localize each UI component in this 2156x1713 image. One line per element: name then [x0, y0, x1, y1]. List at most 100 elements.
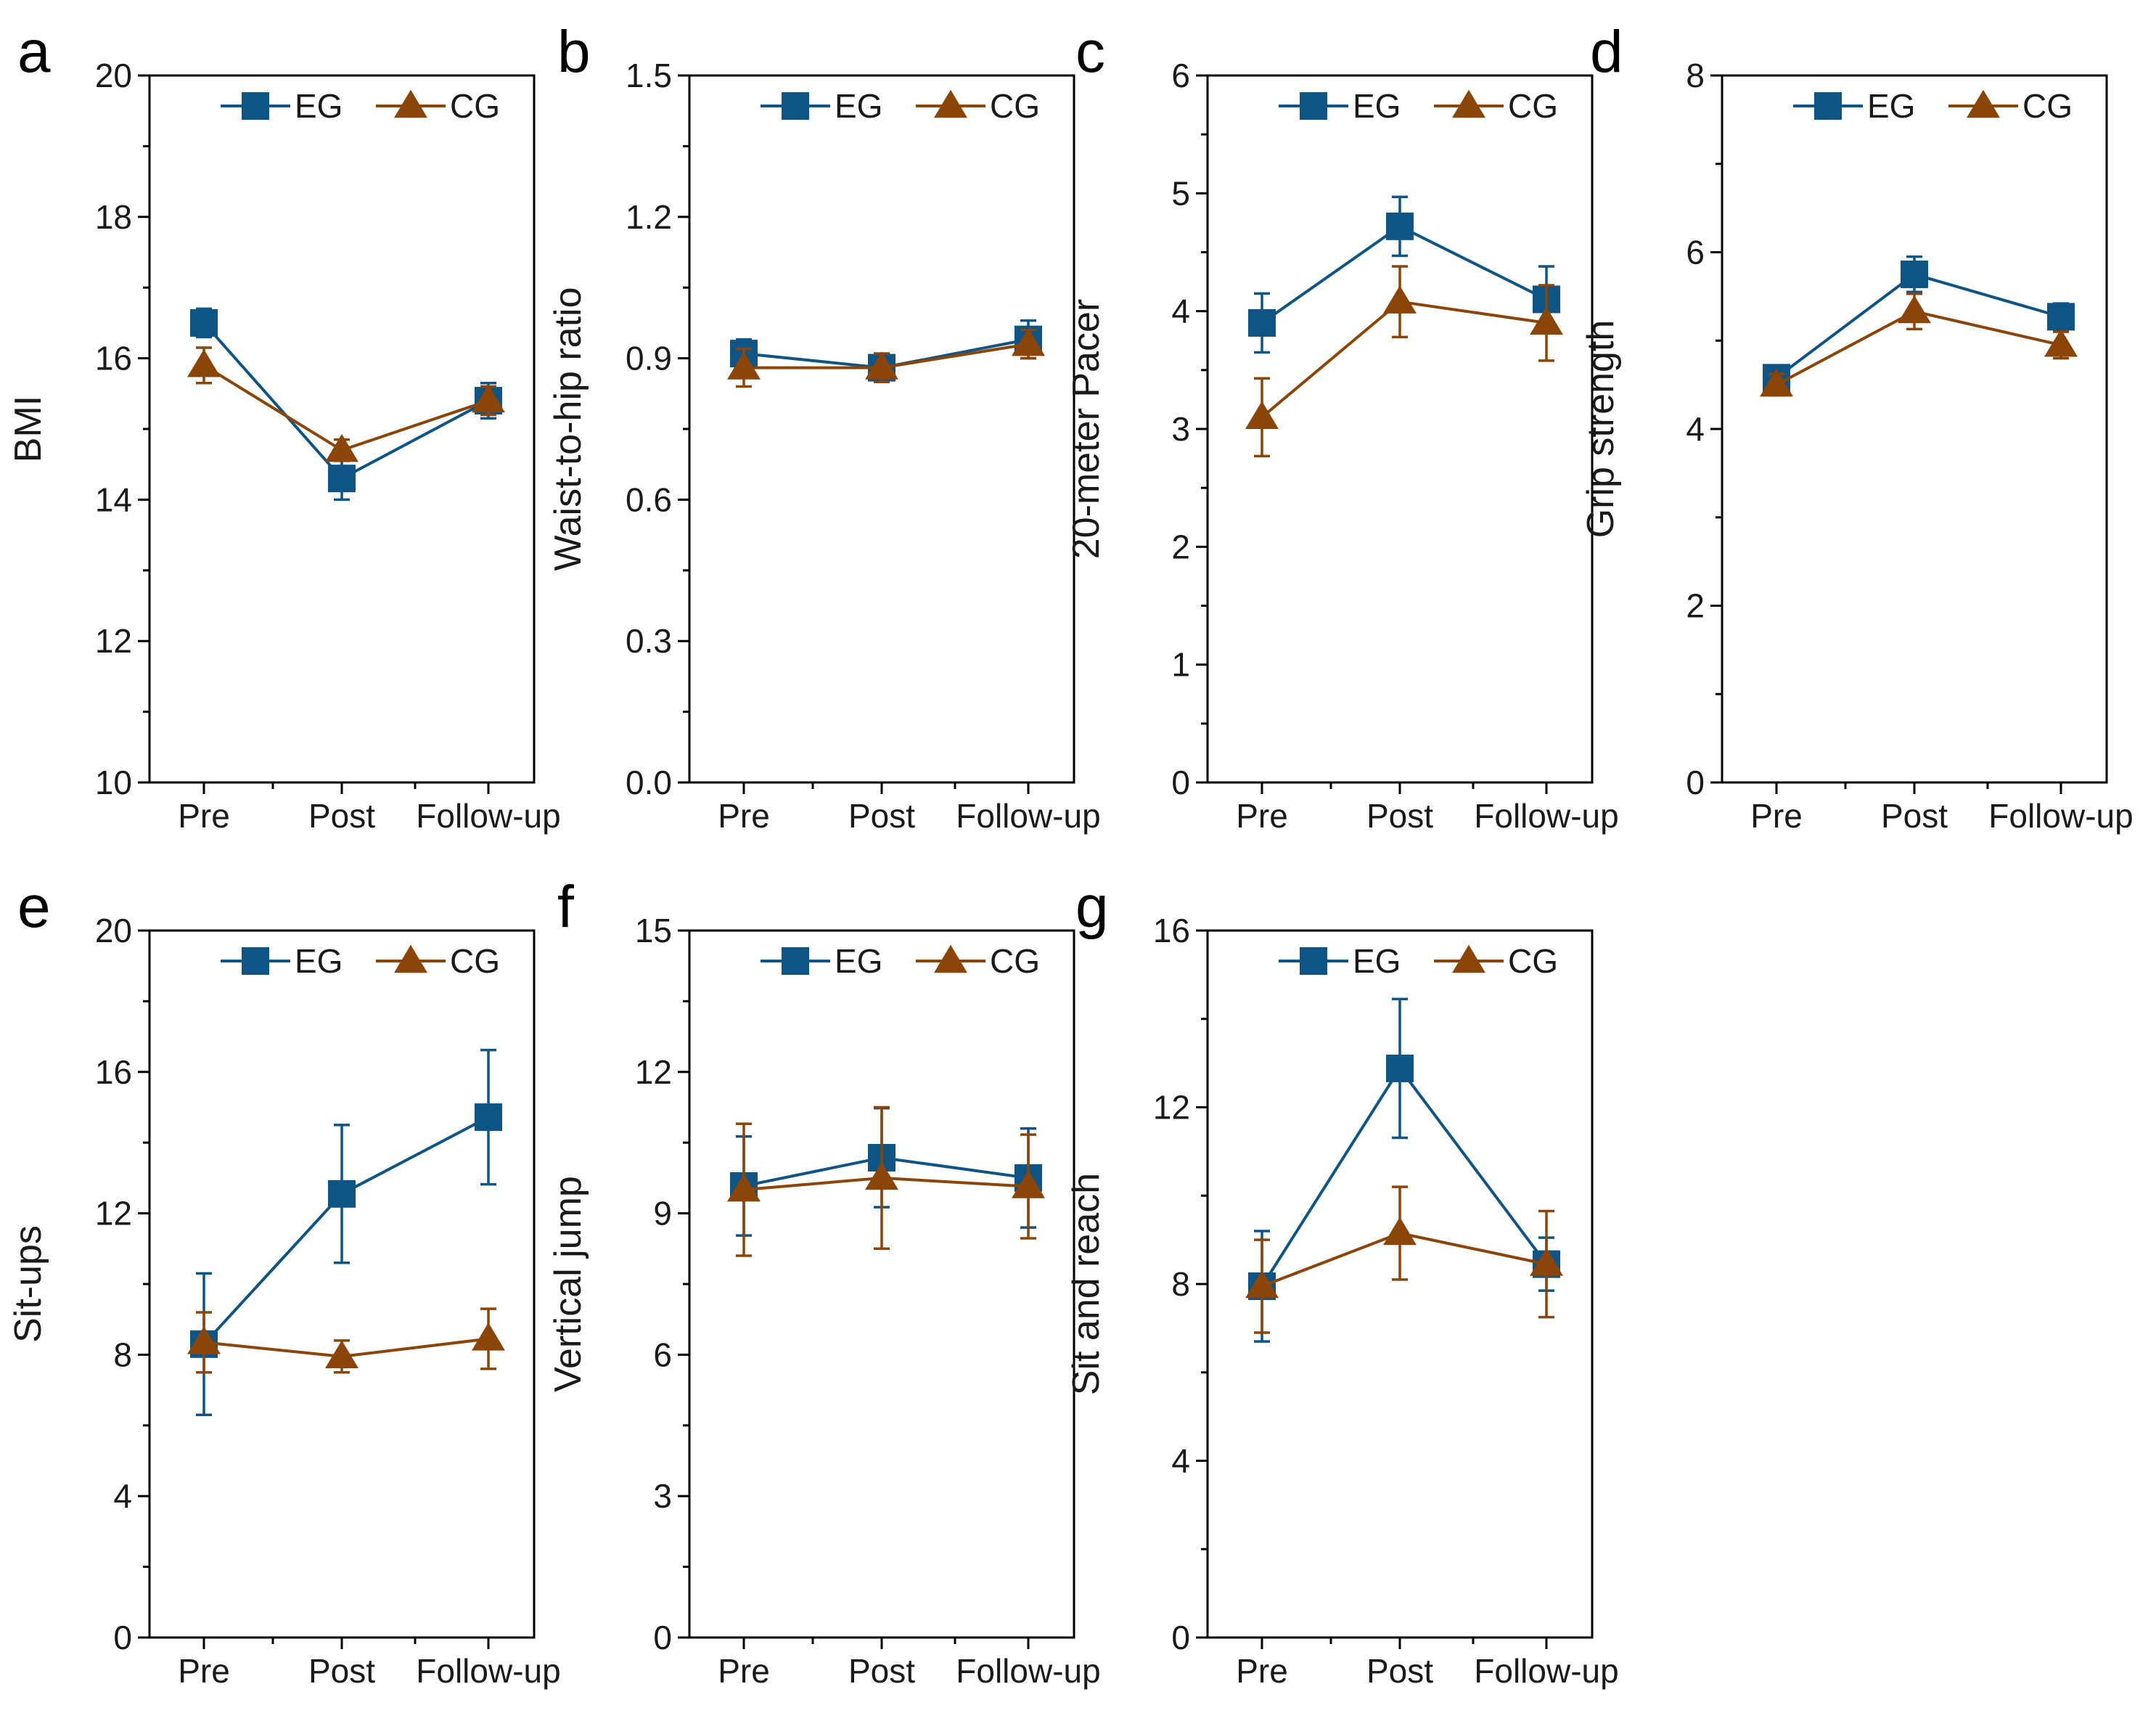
- y-tick-label: 0: [1171, 764, 1190, 801]
- legend-label-cg: CG: [450, 87, 500, 125]
- data-point-cg: [2044, 329, 2078, 357]
- data-point-cg: [1383, 1217, 1417, 1246]
- legend-marker-cg: [1452, 89, 1485, 118]
- legend-marker-cg: [394, 89, 427, 118]
- y-tick-label: 1.5: [626, 57, 672, 94]
- legend-label-eg: EG: [1353, 87, 1401, 125]
- legend-marker-cg: [394, 944, 427, 973]
- x-tick-label: Pre: [1236, 797, 1288, 835]
- x-tick-label: Post: [308, 797, 375, 835]
- y-tick-label: 0: [1686, 764, 1705, 801]
- data-point-cg: [1012, 1170, 1045, 1198]
- legend: EG CG: [1793, 87, 2073, 125]
- data-point-cg: [325, 433, 358, 462]
- y-tick-label: 18: [95, 198, 132, 236]
- data-point-eg: [328, 1180, 356, 1208]
- y-tick-label: 12: [635, 1053, 672, 1091]
- series-EG: [190, 307, 502, 502]
- series-line: [1261, 300, 1547, 419]
- x-tick-label: Follow-up: [956, 797, 1100, 835]
- y-tick-label: 5: [1171, 174, 1190, 212]
- data-point-eg: [1386, 1054, 1414, 1082]
- series-CG: [727, 327, 1045, 388]
- series-line: [202, 364, 489, 452]
- y-tick-label: 20: [95, 912, 132, 949]
- panel-letter: e: [17, 874, 51, 940]
- y-tick-label: 0.0: [626, 764, 672, 801]
- data-point-cg: [472, 1322, 505, 1351]
- data-point-cg: [1898, 295, 1931, 324]
- y-tick-label: 0.6: [626, 481, 672, 518]
- data-point-eg: [1248, 308, 1276, 337]
- data-point-eg: [328, 465, 356, 493]
- series-EG: [1248, 997, 1560, 1343]
- x-tick-label: Pre: [718, 797, 770, 835]
- legend: EG CG: [221, 942, 500, 980]
- y-tick-label: 2: [1686, 587, 1705, 625]
- x-tick-label: Follow-up: [416, 1652, 560, 1690]
- legend-marker-cg: [934, 89, 967, 118]
- y-tick-label: 15: [635, 912, 672, 949]
- legend: EG CG: [1279, 942, 1558, 980]
- y-tick-label: 12: [1153, 1089, 1190, 1127]
- y-tick-label: 4: [1171, 1442, 1190, 1480]
- x-tick-label: Follow-up: [1988, 797, 2133, 835]
- y-tick-label: 20: [95, 57, 132, 94]
- x-tick-label: Follow-up: [1474, 1652, 1618, 1690]
- chart-panel-e: 0 4 8 12 16 20 Pre Post Follow-up Sit-ups e EG CG: [7, 874, 561, 1690]
- legend-marker-eg: [782, 92, 809, 120]
- data-point-cg: [1245, 1270, 1279, 1299]
- legend-label-eg: EG: [1353, 942, 1401, 980]
- legend-label-eg: EG: [1867, 87, 1915, 125]
- chart-panel-d: 0 2 4 6 8 Pre Post Follow-up Grip strength d EG CG: [1580, 19, 2134, 835]
- legend-marker-cg: [1452, 944, 1485, 973]
- x-tick-label: Pre: [1236, 1652, 1288, 1690]
- y-axis-title: Sit and reach: [1065, 1173, 1107, 1395]
- legend: EG CG: [761, 87, 1040, 125]
- y-tick-label: 8: [113, 1336, 132, 1373]
- legend-label-cg: CG: [990, 942, 1040, 980]
- y-tick-label: 12: [95, 622, 132, 660]
- panel-letter: b: [557, 19, 591, 85]
- series-CG: [1760, 292, 2078, 397]
- legend: EG CG: [1279, 87, 1558, 125]
- y-tick-label: 16: [95, 340, 132, 377]
- legend-label-cg: CG: [450, 942, 500, 980]
- y-tick-label: 4: [113, 1477, 132, 1515]
- y-tick-label: 3: [653, 1477, 672, 1515]
- y-tick-label: 6: [653, 1336, 672, 1373]
- y-axis-title: Waist-to-hip ratio: [547, 287, 589, 571]
- legend-label-eg: EG: [835, 87, 882, 125]
- data-point-cg: [1245, 401, 1279, 429]
- panel-letter: a: [17, 19, 51, 85]
- legend-marker-eg: [242, 92, 269, 120]
- data-point-eg: [1901, 260, 1928, 288]
- x-tick-label: Follow-up: [956, 1652, 1100, 1690]
- x-tick-label: Post: [1366, 797, 1433, 835]
- legend-marker-eg: [1814, 92, 1842, 120]
- data-point-eg: [190, 308, 218, 337]
- x-tick-label: Pre: [1750, 797, 1803, 835]
- y-axis-title: BMI: [7, 396, 49, 462]
- plot-frame: [148, 929, 536, 1639]
- y-tick-label: 16: [95, 1053, 132, 1091]
- legend-label-cg: CG: [1508, 942, 1558, 980]
- panel-letter: d: [1590, 19, 1623, 85]
- series-line: [1261, 1066, 1548, 1288]
- y-axis-title: 20-meter Pacer: [1065, 299, 1107, 559]
- legend-marker-cg: [1967, 89, 2000, 118]
- y-axis-title: Grip strength: [1580, 320, 1622, 539]
- y-axis-title: Vertical jump: [547, 1176, 589, 1392]
- x-tick-label: Post: [848, 1652, 915, 1690]
- legend-label-cg: CG: [1508, 87, 1558, 125]
- y-tick-label: 8: [1686, 57, 1705, 94]
- x-tick-label: Follow-up: [1474, 797, 1618, 835]
- plot-frame: [148, 74, 536, 784]
- panel-letter: g: [1075, 874, 1109, 940]
- series-CG: [187, 346, 505, 462]
- data-point-eg: [475, 1103, 502, 1132]
- legend: EG CG: [221, 87, 500, 125]
- y-tick-label: 0: [1171, 1619, 1190, 1656]
- data-point-cg: [1530, 1248, 1563, 1276]
